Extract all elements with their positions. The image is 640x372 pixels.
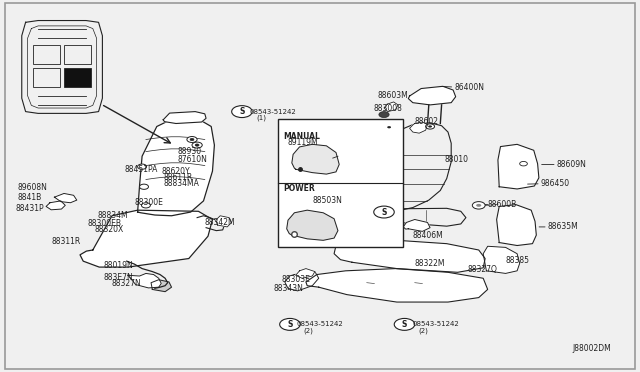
Text: 88311R: 88311R bbox=[51, 237, 81, 246]
Polygon shape bbox=[384, 102, 398, 112]
Text: 88620Y: 88620Y bbox=[161, 167, 190, 176]
Circle shape bbox=[385, 125, 394, 130]
Polygon shape bbox=[54, 193, 77, 203]
Polygon shape bbox=[287, 210, 338, 240]
Polygon shape bbox=[403, 219, 430, 231]
Circle shape bbox=[472, 202, 485, 209]
Polygon shape bbox=[497, 205, 536, 246]
Text: J88002DM: J88002DM bbox=[573, 344, 612, 353]
Text: 88834MA: 88834MA bbox=[164, 179, 200, 188]
Circle shape bbox=[187, 137, 197, 142]
Circle shape bbox=[520, 161, 527, 166]
Text: 88385: 88385 bbox=[506, 256, 530, 265]
Text: 88635M: 88635M bbox=[548, 222, 579, 231]
Text: 8841B: 8841B bbox=[18, 193, 42, 202]
Polygon shape bbox=[353, 183, 371, 193]
Circle shape bbox=[387, 126, 391, 128]
Circle shape bbox=[426, 124, 435, 129]
Text: 87610N: 87610N bbox=[178, 155, 208, 164]
Polygon shape bbox=[46, 201, 65, 210]
Polygon shape bbox=[306, 269, 488, 302]
Text: 88303E: 88303E bbox=[282, 275, 310, 284]
Polygon shape bbox=[483, 246, 520, 273]
Text: 89119M: 89119M bbox=[288, 138, 319, 147]
Polygon shape bbox=[296, 269, 315, 278]
Text: 88600B: 88600B bbox=[488, 200, 517, 209]
Text: 88327Q: 88327Q bbox=[467, 265, 497, 274]
Text: 08543-51242: 08543-51242 bbox=[297, 321, 344, 327]
Polygon shape bbox=[334, 240, 485, 272]
Text: (2): (2) bbox=[419, 327, 428, 334]
Text: S: S bbox=[402, 320, 407, 329]
Polygon shape bbox=[216, 216, 232, 227]
Circle shape bbox=[379, 112, 389, 118]
Circle shape bbox=[232, 106, 252, 118]
Text: 88611R: 88611R bbox=[164, 173, 193, 182]
Circle shape bbox=[192, 142, 202, 148]
Text: 86400N: 86400N bbox=[454, 83, 484, 92]
Text: S: S bbox=[381, 208, 387, 217]
Text: (2): (2) bbox=[303, 327, 313, 334]
Polygon shape bbox=[80, 210, 212, 267]
Text: 88300E: 88300E bbox=[134, 198, 163, 207]
Circle shape bbox=[280, 318, 300, 330]
Polygon shape bbox=[292, 144, 339, 174]
Text: 88320X: 88320X bbox=[95, 225, 124, 234]
Circle shape bbox=[374, 206, 394, 218]
Bar bbox=[64, 45, 91, 64]
Polygon shape bbox=[498, 144, 539, 189]
Circle shape bbox=[140, 184, 148, 189]
Text: 883E7N: 883E7N bbox=[104, 273, 133, 282]
Text: 88019N: 88019N bbox=[104, 261, 133, 270]
Text: POWER: POWER bbox=[283, 185, 315, 193]
Circle shape bbox=[476, 204, 481, 207]
Text: 88322M: 88322M bbox=[415, 259, 445, 267]
Text: 88406M: 88406M bbox=[412, 231, 443, 240]
Polygon shape bbox=[138, 117, 214, 216]
Text: S: S bbox=[287, 320, 292, 329]
Bar bbox=[64, 68, 91, 87]
Polygon shape bbox=[151, 280, 172, 292]
Text: 88834M: 88834M bbox=[97, 211, 128, 220]
Text: MANUAL: MANUAL bbox=[283, 132, 320, 141]
Text: 88609N: 88609N bbox=[557, 160, 587, 169]
Circle shape bbox=[428, 125, 432, 128]
Text: 08543-51242: 08543-51242 bbox=[412, 321, 459, 327]
Text: S: S bbox=[239, 107, 244, 116]
Polygon shape bbox=[128, 273, 161, 288]
Text: (1): (1) bbox=[256, 114, 266, 121]
Bar bbox=[33, 45, 60, 64]
Polygon shape bbox=[408, 86, 456, 105]
Text: 88431P: 88431P bbox=[15, 204, 44, 213]
Text: 88603M: 88603M bbox=[378, 92, 408, 100]
Circle shape bbox=[141, 203, 150, 208]
Text: 88930: 88930 bbox=[178, 147, 202, 156]
Text: 88451PA: 88451PA bbox=[125, 165, 158, 174]
Text: 88503N: 88503N bbox=[312, 196, 342, 205]
Text: 88602: 88602 bbox=[415, 117, 439, 126]
Circle shape bbox=[394, 318, 415, 330]
Text: 08543-51242: 08543-51242 bbox=[250, 109, 296, 115]
Text: 88327N: 88327N bbox=[112, 279, 141, 288]
Text: 986450: 986450 bbox=[541, 179, 570, 188]
Text: 88010: 88010 bbox=[444, 155, 468, 164]
Text: 88342M: 88342M bbox=[205, 218, 236, 227]
Circle shape bbox=[195, 144, 199, 146]
Text: 89608N: 89608N bbox=[18, 183, 48, 192]
Polygon shape bbox=[285, 272, 319, 291]
Circle shape bbox=[190, 138, 194, 141]
Text: 88300EB: 88300EB bbox=[87, 219, 121, 228]
Circle shape bbox=[138, 164, 147, 169]
Polygon shape bbox=[163, 112, 206, 124]
Polygon shape bbox=[410, 122, 428, 133]
Text: 883008: 883008 bbox=[374, 104, 403, 113]
Text: 88343N: 88343N bbox=[274, 284, 304, 293]
Bar bbox=[33, 68, 60, 87]
Bar bbox=[278, 119, 403, 247]
